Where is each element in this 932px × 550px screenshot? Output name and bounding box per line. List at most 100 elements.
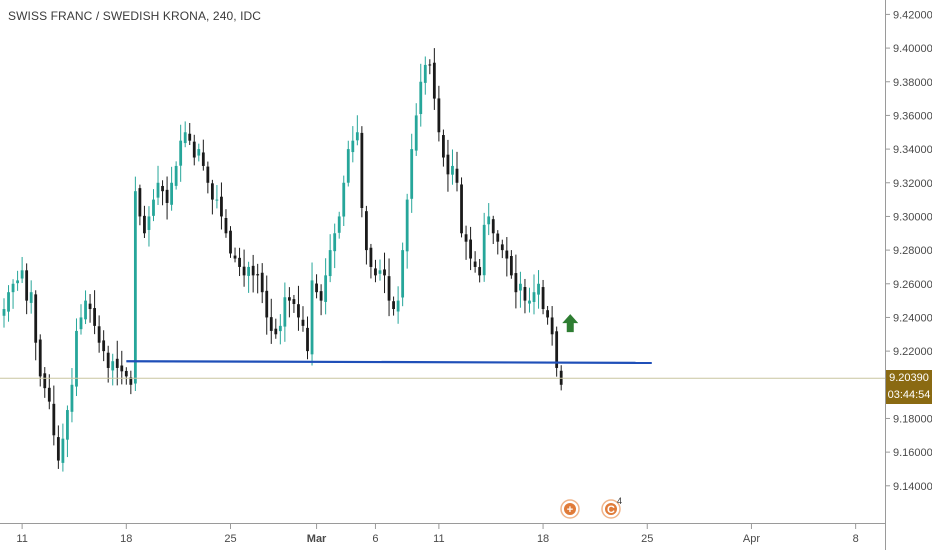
candle-body: [537, 283, 540, 295]
x-tick-label: 25: [641, 533, 653, 545]
candle-body: [174, 165, 178, 186]
candle-body: [106, 352, 110, 368]
candle-body: [124, 370, 128, 377]
candle-body: [491, 219, 495, 234]
candle-body: [541, 287, 545, 310]
candle-body: [170, 182, 174, 205]
candle-body: [374, 268, 377, 276]
y-tick-label: 9.34000: [893, 144, 932, 156]
candle-body: [355, 132, 359, 141]
x-tick-label: 11: [16, 533, 27, 545]
candle-body: [220, 196, 223, 217]
event-icon[interactable]: [564, 503, 576, 515]
support-trendline[interactable]: [126, 360, 652, 365]
candle-body: [278, 325, 282, 332]
candle-body: [201, 152, 205, 166]
candle-body: [514, 273, 518, 293]
candle-body: [147, 216, 151, 230]
candle-body: [297, 304, 300, 318]
candle-body: [383, 269, 386, 276]
candle-body: [52, 403, 56, 436]
candle-body: [93, 308, 96, 326]
bar-countdown-label: 03:44:54: [886, 387, 932, 405]
candle-body: [546, 310, 549, 318]
candle-body: [287, 297, 291, 301]
candle-body: [224, 218, 228, 234]
candle-body: [256, 274, 260, 276]
y-axis[interactable]: 9.42000 9.40000 9.38000 9.36000 9.34000 9.320…: [885, 9, 932, 493]
candle-body: [283, 297, 287, 327]
candle-body: [532, 292, 536, 302]
candle-body: [11, 283, 15, 293]
candle-body: [188, 133, 192, 141]
candle-body: [229, 230, 232, 254]
candle-body: [473, 261, 477, 267]
candle-body: [138, 188, 142, 217]
candle-body: [111, 361, 115, 371]
candle-body: [455, 168, 459, 183]
candle-body: [75, 330, 78, 387]
y-tick-label: 9.18000: [893, 413, 932, 425]
candle-body: [25, 270, 29, 301]
candle-body: [401, 250, 405, 298]
x-tick-label: Mar: [307, 533, 327, 545]
x-tick-label: 11: [433, 533, 444, 545]
candle-body: [432, 62, 436, 99]
candle-body: [183, 132, 187, 144]
candle-body: [38, 339, 42, 377]
candle-body: [269, 317, 273, 331]
candle-body: [56, 437, 60, 461]
event-icon[interactable]: [605, 503, 617, 515]
x-tick-label: 18: [120, 533, 132, 545]
y-tick-label: 9.22000: [893, 346, 932, 358]
y-tick-label: 9.16000: [893, 447, 932, 459]
x-axis[interactable]: 11 18 25 Mar 6 11 18 25 Apr 8: [16, 524, 859, 545]
candle-body: [292, 299, 296, 304]
candle-body: [442, 135, 445, 158]
x-tick-label: 8: [853, 533, 859, 545]
x-tick-label: 18: [537, 533, 549, 545]
candle-body: [315, 283, 318, 293]
candle-body: [97, 326, 101, 343]
candle-body: [192, 141, 196, 158]
x-tick-label: 25: [224, 533, 236, 545]
candle-body: [143, 215, 146, 234]
x-tick-label: Apr: [743, 533, 760, 545]
candle-body: [487, 216, 491, 225]
candle-body: [324, 275, 328, 302]
candle-body: [478, 267, 482, 276]
event-marker-symbol: +: [567, 504, 573, 516]
candle-body: [251, 265, 255, 276]
candle-body: [88, 303, 92, 310]
candle-body: [274, 328, 278, 335]
candle-body: [47, 387, 51, 402]
candle-body: [423, 64, 427, 83]
candle-body: [215, 199, 219, 201]
candle-body: [428, 64, 432, 66]
candle-body: [410, 149, 414, 199]
candle-body: [16, 280, 19, 284]
candle-body: [437, 98, 441, 133]
candle-body: [550, 317, 554, 335]
event-markers[interactable]: + C4: [560, 496, 622, 519]
candle-body: [210, 183, 214, 200]
y-tick-label: 9.40000: [893, 43, 932, 55]
candle-body: [414, 115, 418, 151]
candle-body: [66, 410, 69, 440]
candle-body: [102, 340, 106, 352]
candle-body: [115, 358, 119, 368]
candle-body: [378, 270, 382, 274]
candle-body: [306, 327, 309, 352]
candle-body: [496, 233, 500, 242]
candle-body: [265, 290, 269, 318]
up-arrow-icon[interactable]: [562, 314, 579, 333]
candle-body: [460, 184, 463, 234]
candle-body: [29, 292, 33, 303]
candle-body: [120, 365, 124, 372]
candle-body: [351, 140, 355, 153]
candle-body: [464, 234, 468, 242]
y-tick-label: 9.26000: [893, 279, 932, 291]
candle-body: [555, 331, 559, 368]
candle-body: [247, 266, 251, 276]
